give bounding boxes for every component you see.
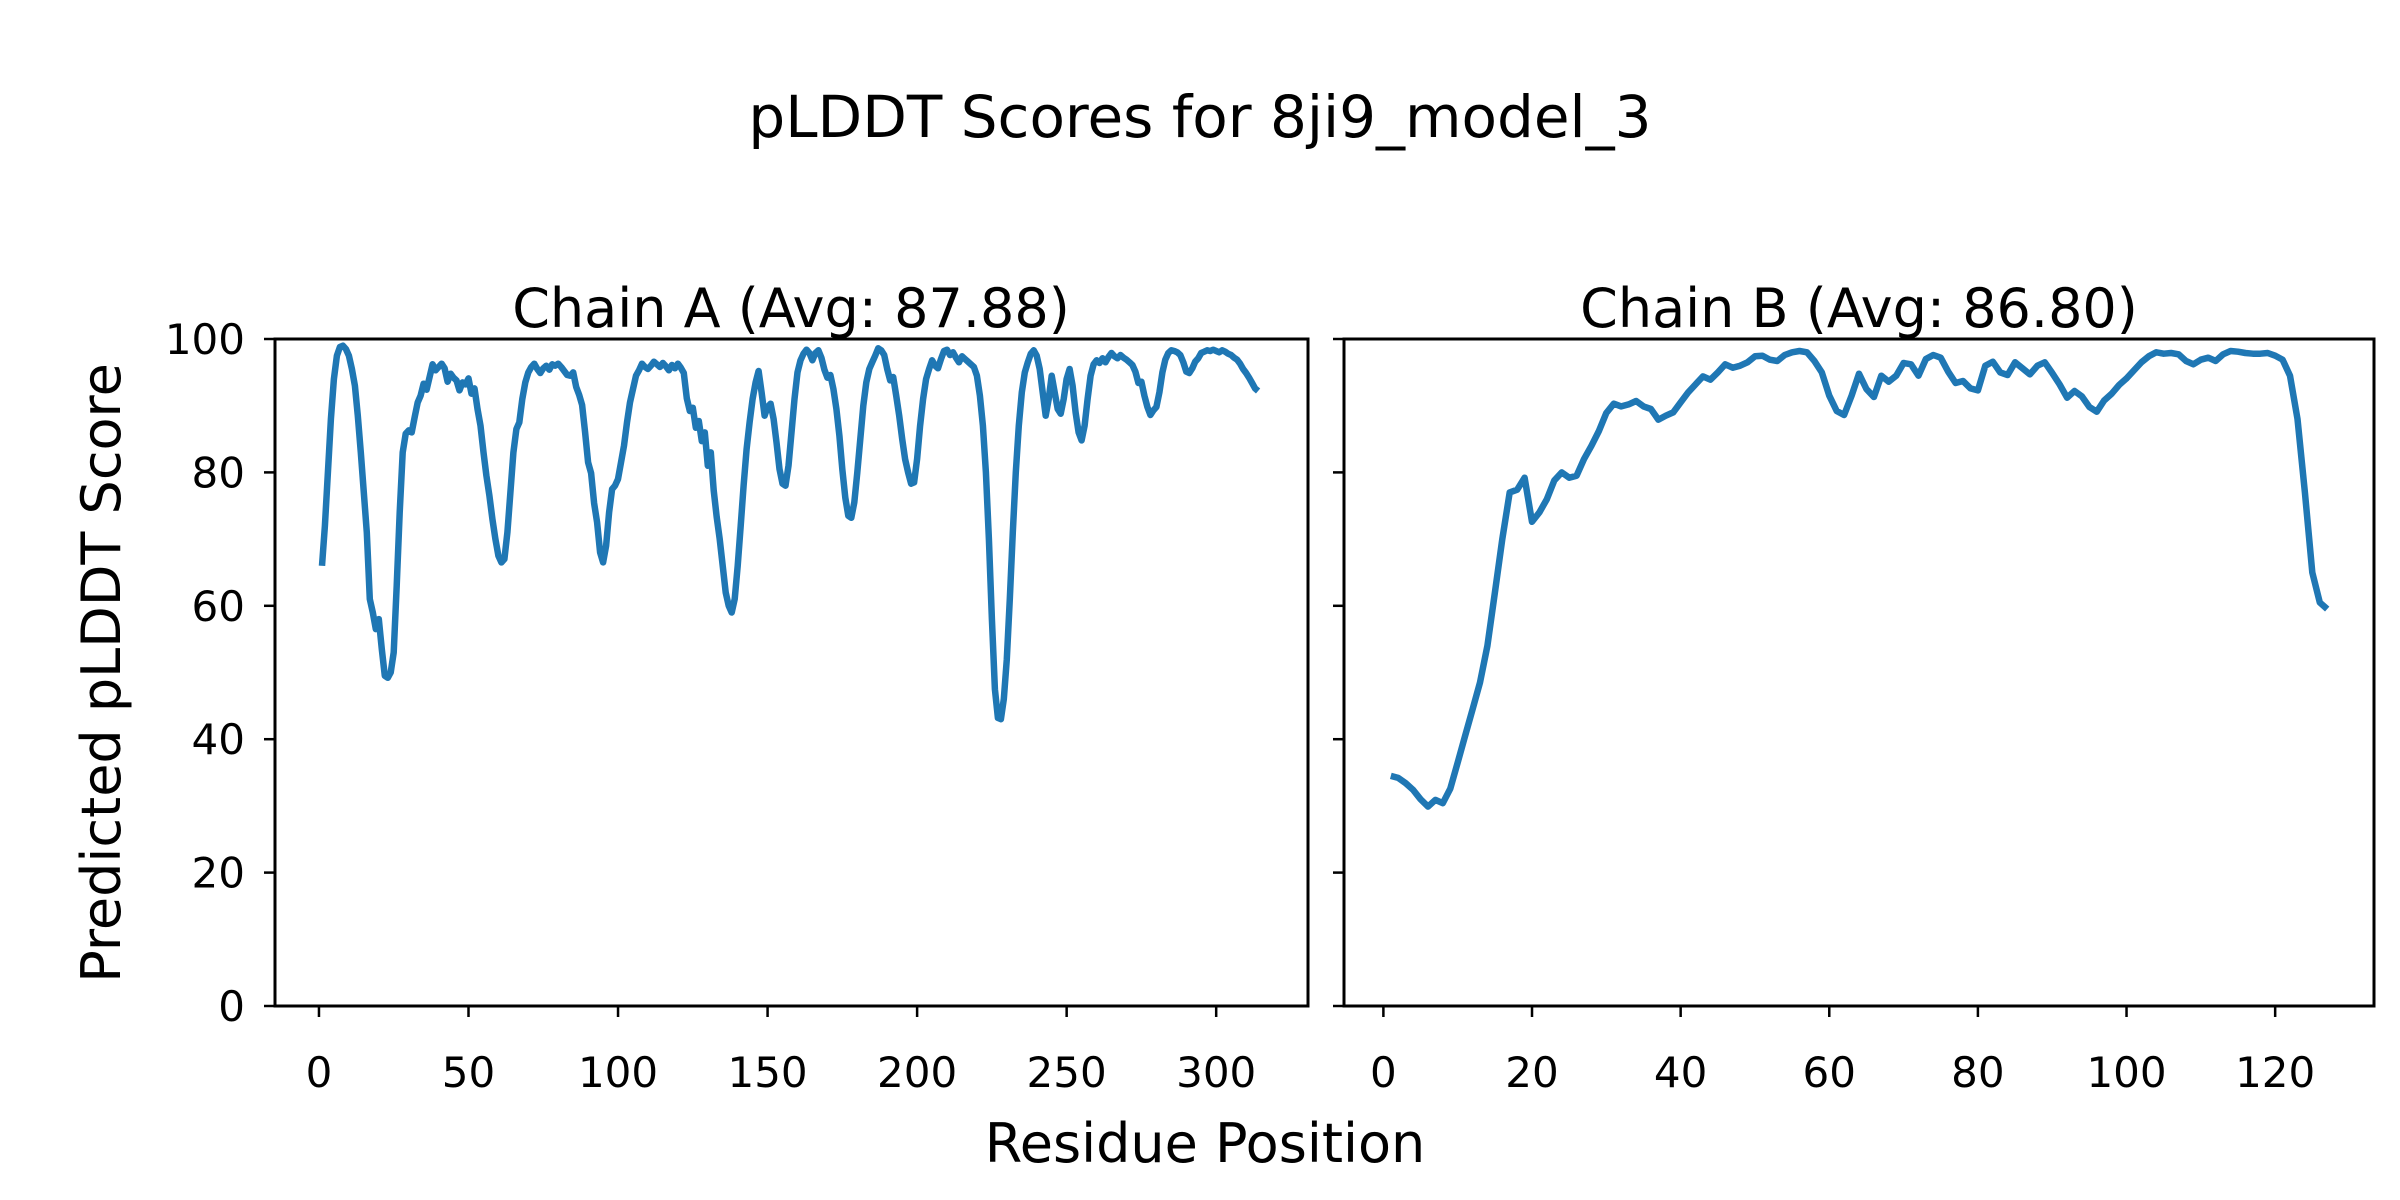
- chain-a-title: Chain A (Avg: 87.88): [512, 277, 1070, 340]
- x-tick-label: 100: [2086, 1048, 2166, 1097]
- x-axis-label: Residue Position: [985, 1112, 1426, 1175]
- x-tick-label: 40: [1654, 1048, 1707, 1097]
- x-tick-label: 50: [442, 1048, 495, 1097]
- figure-title: pLDDT Scores for 8ji9_model_3: [748, 83, 1651, 151]
- chain-b-axes-frame: [1342, 337, 2376, 1008]
- x-tick-label: 0: [306, 1048, 333, 1097]
- y-tick-label: 20: [192, 849, 245, 898]
- x-tick-label: 150: [727, 1048, 807, 1097]
- y-tick-label: 100: [165, 315, 245, 364]
- y-tick-label: 0: [218, 982, 245, 1031]
- x-tick-label: 60: [1803, 1048, 1856, 1097]
- y-tick-label: 80: [192, 448, 245, 497]
- chain-a-plddt-line: [318, 342, 1261, 723]
- y-axis-label: Predicted pLDDT Score: [70, 363, 133, 983]
- x-tick-label: 100: [578, 1048, 658, 1097]
- chain-a-plot: 0 50 100 150 200 250 300 0 20 40 60 80 100: [165, 315, 1310, 1097]
- x-tick-label: 200: [877, 1048, 957, 1097]
- chain-b-plot: 0 20 40 60 80 100 120: [1333, 337, 2376, 1097]
- chain-b-title: Chain B (Avg: 86.80): [1580, 277, 2138, 340]
- chain-b-plddt-line: [1389, 347, 2330, 810]
- y-tick-label: 40: [192, 715, 245, 764]
- x-tick-label: 250: [1027, 1048, 1107, 1097]
- x-tick-label: 80: [1951, 1048, 2004, 1097]
- x-tick-label: 120: [2235, 1048, 2315, 1097]
- chain-a-axes-frame: [273, 337, 1310, 1008]
- x-tick-label: 300: [1176, 1048, 1256, 1097]
- x-tick-label: 0: [1370, 1048, 1397, 1097]
- y-tick-label: 60: [192, 582, 245, 631]
- x-tick-label: 20: [1505, 1048, 1558, 1097]
